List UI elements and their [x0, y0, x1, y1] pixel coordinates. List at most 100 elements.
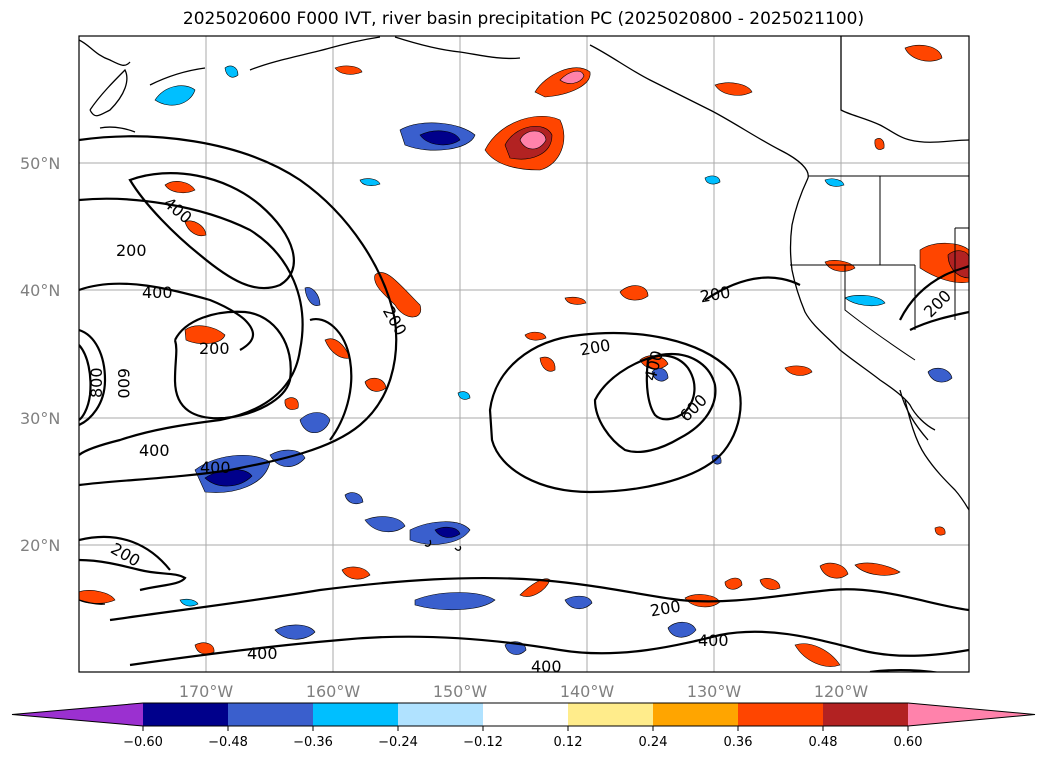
lon-label: 150°W: [433, 682, 488, 701]
contour-label: 200: [578, 335, 611, 359]
colorbar-tick-label: 0.12: [554, 735, 583, 750]
precip-blob: [184, 325, 226, 344]
precip-blob: [874, 138, 885, 150]
precip-blob: [794, 643, 841, 667]
precip-blob: [304, 287, 321, 306]
colorbar-tick-label: 0.36: [724, 735, 753, 750]
contour-label: 400: [142, 283, 173, 302]
precip-blob: [457, 391, 471, 400]
precip-blob: [947, 250, 969, 279]
lon-label: 140°W: [560, 682, 615, 701]
precip-blob: [184, 220, 207, 237]
precip-blob: [564, 296, 587, 305]
lon-label: 160°W: [306, 682, 361, 701]
contour-label: 200: [116, 241, 147, 260]
ivt-contours: [79, 135, 969, 672]
precip-blob: [519, 130, 547, 150]
colorbar-segment: [398, 703, 483, 726]
lat-label: 50°N: [20, 154, 60, 173]
precip-blob: [164, 181, 196, 194]
colorbar-segment: [483, 703, 568, 726]
contour-label: 400: [698, 631, 729, 650]
precip-blob: [819, 562, 849, 579]
precip-blob: [364, 516, 406, 533]
colorbar-segment: [738, 703, 823, 726]
precip-blob: [927, 367, 953, 383]
precip-blob: [564, 595, 593, 609]
precip-blob: [359, 178, 381, 186]
precip-blob: [651, 367, 669, 382]
colorbar-extend-left: [12, 703, 143, 726]
contour-label: 200: [199, 339, 230, 358]
precip-blob: [667, 621, 697, 638]
lon-labels: 170°W 160°W 150°W 140°W 130°W 120°W: [179, 682, 869, 701]
contour-label: 200: [649, 596, 682, 620]
colorbar-segment: [568, 703, 653, 726]
precip-blob: [704, 175, 721, 185]
colorbar-tick-label: −0.48: [208, 735, 248, 750]
colorbar-tick-label: 0.60: [894, 735, 923, 750]
contour-label: 200: [698, 282, 731, 306]
contour-label: 600: [676, 390, 711, 425]
lon-label: 170°W: [179, 682, 234, 701]
contour-label: 800: [87, 367, 106, 398]
lat-label: 40°N: [20, 281, 60, 300]
contour-label: 400: [139, 441, 170, 460]
precip-blob: [854, 562, 901, 576]
colorbar-tick-label: −0.24: [378, 735, 418, 750]
colorbar-extend-right: [908, 703, 1035, 726]
precip-blob: [179, 598, 199, 607]
colorbar-tick-label: −0.36: [293, 735, 333, 750]
colorbar-segment: [313, 703, 398, 726]
colorbar-segment: [653, 703, 738, 726]
colorbar-tick-label: −0.12: [463, 735, 503, 750]
precip-blob: [759, 578, 781, 590]
precip-blob: [344, 492, 364, 505]
precip-blob: [934, 526, 946, 536]
precip-blob: [341, 566, 371, 580]
precip-blob: [539, 356, 556, 372]
precip-blob: [904, 45, 943, 62]
precip-blob: [224, 65, 239, 78]
map-title: 2025020600 F000 IVT, river basin precipi…: [182, 9, 865, 29]
precip-blob: [559, 70, 585, 84]
precip-blob: [299, 412, 331, 434]
precip-blob: [784, 365, 813, 376]
precip-shading: [79, 45, 969, 667]
precip-blob: [374, 272, 422, 318]
precip-blob: [419, 130, 461, 146]
contour-label: 400: [200, 458, 231, 477]
colorbar-tick-label: 0.24: [639, 735, 668, 750]
colorbar-segment: [228, 703, 313, 726]
lat-label: 20°N: [20, 536, 60, 555]
precip-blob: [714, 82, 753, 96]
colorbar: −0.60 −0.48 −0.36 −0.24 −0.12 0.12 0.24 0.36 0.4…: [11, 702, 1036, 750]
colorbar-tick-label: 0.48: [809, 735, 838, 750]
contour-label: 600: [114, 368, 133, 399]
precip-blob: [724, 577, 743, 590]
borders: [790, 175, 969, 361]
precip-blob: [334, 65, 363, 75]
precip-blob: [414, 592, 496, 611]
lon-label: 120°W: [814, 682, 869, 701]
precip-blob: [434, 526, 461, 538]
contour-labels: 400 200 400 200 200 600 800 400 400 200 …: [87, 193, 955, 676]
lon-label: 130°W: [687, 682, 742, 701]
colorbar-segment: [823, 703, 908, 726]
precip-blob: [824, 260, 856, 272]
precip-blob: [274, 624, 316, 640]
map-frame: [78, 35, 970, 673]
precip-blob: [154, 85, 196, 106]
lat-label: 30°N: [20, 409, 60, 428]
precip-blob: [364, 377, 387, 392]
lat-labels: 50°N 40°N 30°N 20°N: [20, 154, 60, 555]
precip-blob: [844, 294, 886, 307]
precip-blob: [194, 642, 215, 655]
precip-blob: [619, 285, 649, 301]
precip-blob: [284, 397, 299, 410]
coastlines: [79, 36, 969, 605]
contour-label: 400: [531, 657, 562, 676]
precip-blob: [524, 331, 547, 341]
colorbar-segment: [143, 703, 228, 726]
